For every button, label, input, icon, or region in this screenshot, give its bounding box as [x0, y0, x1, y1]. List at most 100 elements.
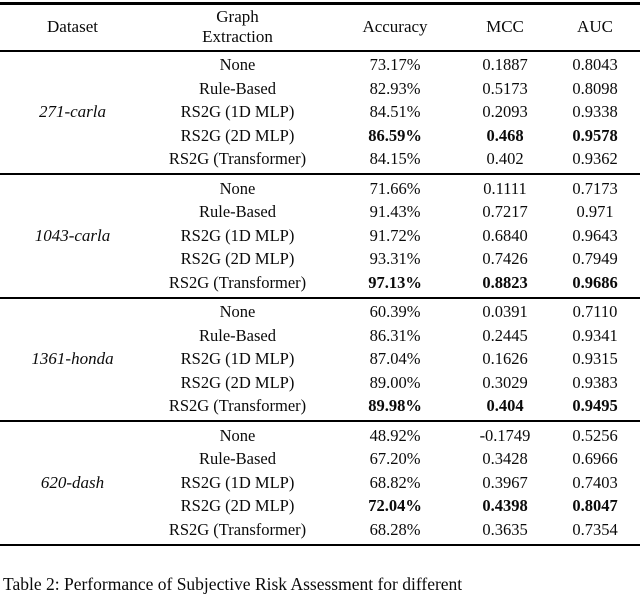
auc-cell: 0.6966: [572, 449, 618, 469]
auc-cell: 0.9578: [572, 125, 618, 145]
method-cell: Rule-Based: [199, 202, 276, 222]
mcc-cell: 0.404: [486, 396, 524, 416]
results-table: Dataset Graph Extraction Accuracy MCC AU…: [0, 2, 640, 546]
header-graph-extraction: Graph Extraction: [202, 6, 273, 46]
auc-cell: 0.9383: [572, 372, 618, 392]
table-row: RS2G (Transformer) 68.28% 0.3635 0.7354: [145, 518, 640, 542]
auc-cell: 0.7403: [572, 472, 618, 492]
accuracy-cell: 91.43%: [369, 202, 421, 222]
accuracy-cell: 68.82%: [369, 472, 421, 492]
auc-cell: 0.8047: [572, 496, 618, 516]
header-dataset: Dataset: [47, 17, 98, 36]
accuracy-cell: 86.59%: [368, 125, 422, 145]
auc-cell: 0.8043: [572, 55, 618, 75]
auc-cell: 0.9341: [572, 325, 618, 345]
accuracy-cell: 71.66%: [369, 178, 421, 198]
auc-cell: 0.7173: [572, 178, 618, 198]
table-row-best: RS2G (2D MLP) 72.04% 0.4398 0.8047: [145, 495, 640, 519]
table-row: RS2G (2D MLP) 89.00% 0.3029 0.9383: [145, 371, 640, 395]
accuracy-cell: 67.20%: [369, 449, 421, 469]
mcc-cell: 0.0391: [482, 302, 528, 322]
mcc-cell: 0.468: [486, 125, 524, 145]
table-row: None 48.92% -0.1749 0.5256: [145, 424, 640, 448]
accuracy-cell: 93.31%: [369, 249, 421, 269]
accuracy-cell: 84.51%: [369, 102, 421, 122]
accuracy-cell: 73.17%: [369, 55, 421, 75]
accuracy-cell: 82.93%: [369, 78, 421, 98]
auc-cell: 0.7354: [572, 519, 618, 539]
accuracy-cell: 87.04%: [369, 349, 421, 369]
table-row-best: RS2G (Transformer) 89.98% 0.404 0.9495: [145, 395, 640, 419]
method-cell: None: [219, 55, 256, 75]
table-row: RS2G (1D MLP) 91.72% 0.6840 0.9643: [145, 224, 640, 248]
method-cell: RS2G (2D MLP): [180, 496, 295, 516]
table-row: None 60.39% 0.0391 0.7110: [145, 301, 640, 325]
mcc-cell: 0.2093: [482, 102, 528, 122]
method-cell: Rule-Based: [199, 78, 276, 98]
rule-bottom: [0, 543, 640, 546]
table-caption: Table 2: Performance of Subjective Risk …: [3, 574, 463, 594]
accuracy-cell: 48.92%: [369, 425, 421, 445]
method-cell: None: [219, 425, 256, 445]
auc-cell: 0.9495: [572, 396, 618, 416]
dataset-group-620-dash: 620-dash None 48.92% -0.1749 0.5256 Rule…: [0, 422, 640, 544]
mcc-cell: 0.5173: [482, 78, 528, 98]
method-cell: RS2G (1D MLP): [180, 225, 295, 245]
header-auc: AUC: [577, 17, 613, 36]
accuracy-cell: 84.15%: [369, 149, 421, 169]
auc-cell: 0.7949: [572, 249, 618, 269]
accuracy-cell: 89.98%: [368, 396, 422, 416]
method-cell: Rule-Based: [199, 325, 276, 345]
method-cell: RS2G (2D MLP): [180, 249, 295, 269]
dataset-name: 1361-honda: [31, 349, 114, 369]
method-cell: RS2G (1D MLP): [180, 102, 295, 122]
table-row: Rule-Based 67.20% 0.3428 0.6966: [145, 448, 640, 472]
method-cell: RS2G (Transformer): [168, 519, 307, 539]
method-cell: RS2G (1D MLP): [180, 472, 295, 492]
auc-cell: 0.8098: [572, 78, 618, 98]
auc-cell: 0.5256: [572, 425, 618, 445]
mcc-cell: 0.6840: [482, 225, 528, 245]
method-cell: Rule-Based: [199, 449, 276, 469]
table-row: RS2G (2D MLP) 93.31% 0.7426 0.7949: [145, 248, 640, 272]
auc-cell: 0.9362: [572, 149, 618, 169]
rule-header-bottom: [0, 49, 640, 52]
table-row-best: RS2G (2D MLP) 86.59% 0.468 0.9578: [145, 124, 640, 148]
mcc-cell: 0.7426: [482, 249, 528, 269]
dataset-group-1361-honda: 1361-honda None 60.39% 0.0391 0.7110 Rul…: [0, 299, 640, 421]
accuracy-cell: 72.04%: [368, 496, 422, 516]
table-row: None 73.17% 0.1887 0.8043: [145, 54, 640, 78]
table-row: RS2G (1D MLP) 87.04% 0.1626 0.9315: [145, 348, 640, 372]
accuracy-cell: 86.31%: [369, 325, 421, 345]
table-row: RS2G (1D MLP) 68.82% 0.3967 0.7403: [145, 471, 640, 495]
method-cell: None: [219, 302, 256, 322]
table-row: None 71.66% 0.1111 0.7173: [145, 177, 640, 201]
auc-cell: 0.9315: [572, 349, 618, 369]
auc-cell: 0.971: [576, 202, 614, 222]
dataset-name: 271-carla: [38, 102, 107, 122]
accuracy-cell: 68.28%: [369, 519, 421, 539]
accuracy-cell: 89.00%: [369, 372, 421, 392]
dataset-name: 1043-carla: [34, 225, 111, 245]
method-cell: RS2G (2D MLP): [180, 372, 295, 392]
auc-cell: 0.7110: [572, 302, 618, 322]
accuracy-cell: 91.72%: [369, 225, 421, 245]
method-cell: RS2G (Transformer): [168, 396, 307, 416]
dataset-name: 620-dash: [40, 472, 105, 492]
table-header-row: Dataset Graph Extraction Accuracy MCC AU…: [0, 5, 640, 50]
rule-divider: [0, 173, 640, 175]
rule-top: [0, 2, 640, 5]
dataset-group-271-carla: 271-carla None 73.17% 0.1887 0.8043 Rule…: [0, 52, 640, 174]
table-row: Rule-Based 91.43% 0.7217 0.971: [145, 201, 640, 225]
rule-divider: [0, 296, 640, 299]
method-cell: RS2G (Transformer): [168, 272, 307, 292]
auc-cell: 0.9686: [572, 272, 618, 292]
header-accuracy: Accuracy: [362, 17, 428, 36]
table-row: RS2G (Transformer) 84.15% 0.402 0.9362: [145, 148, 640, 172]
mcc-cell: 0.2445: [482, 325, 528, 345]
method-cell: RS2G (1D MLP): [180, 349, 295, 369]
mcc-cell: 0.3428: [482, 449, 528, 469]
mcc-cell: 0.1887: [482, 55, 528, 75]
mcc-cell: 0.7217: [482, 202, 528, 222]
mcc-cell: 0.402: [486, 149, 524, 169]
